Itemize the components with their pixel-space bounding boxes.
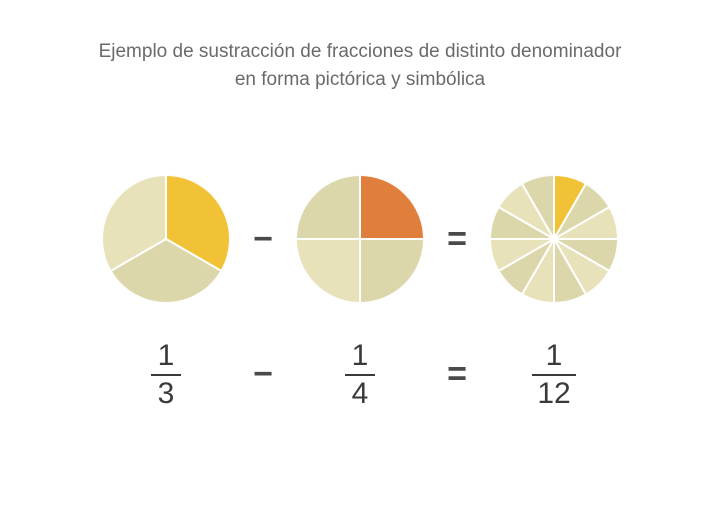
fraction-row: 1 3 − 1 4 = 1 12: [70, 340, 650, 409]
pie-chart-3: [490, 175, 618, 303]
fraction-3-den: 12: [531, 376, 576, 410]
pie-chart-2: [296, 175, 424, 303]
fraction-2-num: 1: [346, 340, 375, 374]
fraction-2-den: 4: [346, 376, 375, 410]
fraction-3-num: 1: [540, 340, 569, 374]
equals-operator-frac: =: [442, 355, 472, 394]
fraction-1-num: 1: [152, 340, 181, 374]
diagram-title: Ejemplo de sustracción de fracciones de …: [0, 38, 720, 93]
fraction-1: 1 3: [102, 340, 230, 409]
minus-operator-pie: −: [248, 220, 278, 259]
fraction-2: 1 4: [296, 340, 424, 409]
fraction-3: 1 12: [490, 340, 618, 409]
fraction-1-den: 3: [152, 376, 181, 410]
minus-operator-frac: −: [248, 355, 278, 394]
title-line-1: Ejemplo de sustracción de fracciones de …: [0, 38, 720, 66]
pie-chart-1: [102, 175, 230, 303]
equals-operator-pie: =: [442, 220, 472, 259]
title-line-2: en forma pictórica y simbólica: [0, 66, 720, 94]
pie-row: − =: [70, 175, 650, 303]
